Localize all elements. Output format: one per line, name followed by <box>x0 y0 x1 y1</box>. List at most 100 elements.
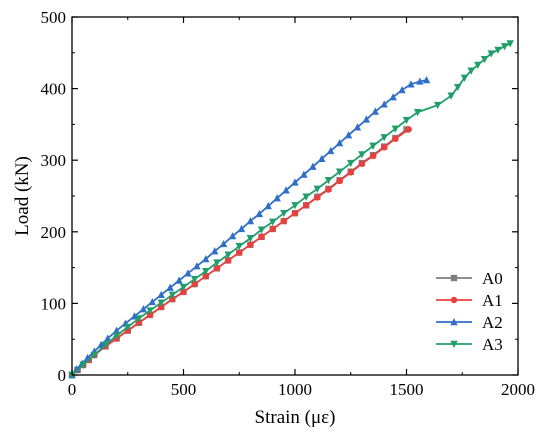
series-A3 <box>68 40 514 379</box>
data-point-A1-16 <box>224 257 232 264</box>
data-point-A2-7 <box>112 326 121 334</box>
data-point-A3-5 <box>124 323 132 332</box>
ticks-layer <box>71 16 519 376</box>
data-point-A2-32 <box>335 139 344 147</box>
data-point-A2-17 <box>202 255 210 263</box>
data-point-A3-36 <box>467 67 475 75</box>
data-point-A2-18 <box>211 247 219 255</box>
y-tick-label-2: 200 <box>41 223 67 242</box>
x-axis-title: Strain (με) <box>255 407 336 428</box>
data-point-A3-6 <box>135 315 143 323</box>
data-point-A1-23 <box>302 202 310 209</box>
legend-item-A0: A0 <box>436 269 503 288</box>
data-point-A3-34 <box>454 83 462 92</box>
data-point-A3-20 <box>291 202 299 210</box>
data-point-A1-21 <box>280 217 288 225</box>
data-point-A3-14 <box>224 251 232 259</box>
data-point-A2-34 <box>353 123 362 131</box>
data-point-A3-42 <box>506 40 514 48</box>
data-point-A2-23 <box>255 209 264 218</box>
data-point-A3-39 <box>487 50 495 58</box>
data-point-A2-1 <box>72 365 81 373</box>
legend-marker-A0 <box>450 274 458 282</box>
data-point-A2-35 <box>362 115 371 123</box>
data-point-A3-15 <box>235 242 243 251</box>
data-point-A2-40 <box>407 80 415 88</box>
y-tick-label-1: 100 <box>41 294 67 313</box>
data-point-A3-7 <box>146 307 154 315</box>
data-point-A1-28 <box>358 160 366 167</box>
data-point-A1-27 <box>347 169 354 176</box>
data-point-A1-9 <box>146 311 154 319</box>
data-point-A3-37 <box>474 61 482 69</box>
x-tick-label-0: 0 <box>68 380 77 399</box>
x-tick-label-2: 1000 <box>278 380 312 399</box>
series-layer <box>68 40 514 379</box>
data-point-A2-26 <box>282 186 290 194</box>
data-point-A3-18 <box>269 218 277 226</box>
tick-labels: 0 500 1000 1500 2000 0 100 200 300 400 500 <box>41 8 536 399</box>
legend-marker-A3 <box>450 340 458 348</box>
data-point-A3-33 <box>447 92 455 100</box>
data-point-A3-23 <box>324 177 333 185</box>
data-point-A3-17 <box>257 226 266 234</box>
data-point-A3-28 <box>380 134 388 142</box>
data-point-A3-29 <box>391 125 400 133</box>
data-point-A3-12 <box>202 267 210 276</box>
data-point-A1-30 <box>381 144 388 151</box>
data-point-A3-35 <box>460 74 469 82</box>
data-point-A3-25 <box>347 159 355 168</box>
legend-item-A2: A2 <box>436 313 503 332</box>
data-point-A3-8 <box>157 299 165 307</box>
data-point-A1-14 <box>202 272 209 280</box>
data-point-A1-19 <box>258 233 265 241</box>
data-point-A2-31 <box>326 146 335 155</box>
data-point-A2-11 <box>148 297 156 306</box>
legend-item-A1: A1 <box>436 291 503 310</box>
legend-marker-A2 <box>450 318 458 326</box>
data-point-A3-2 <box>90 351 98 359</box>
data-point-A3-40 <box>494 46 502 54</box>
data-point-A1-26 <box>336 177 343 185</box>
data-point-A3-16 <box>246 235 255 243</box>
data-point-A1-15 <box>213 265 221 272</box>
data-point-A2-27 <box>291 178 299 186</box>
data-point-A2-6 <box>103 334 112 342</box>
data-point-A3-30 <box>402 116 411 125</box>
data-point-A3-26 <box>358 151 366 159</box>
legend-label-A0: A0 <box>482 269 503 288</box>
data-point-A2-13 <box>166 283 174 291</box>
data-point-A3-4 <box>112 332 121 340</box>
y-tick-label-5: 500 <box>41 8 67 27</box>
data-point-A2-38 <box>389 93 397 101</box>
data-point-A1-12 <box>180 288 187 296</box>
data-point-A3-10 <box>179 283 188 291</box>
data-point-A2-25 <box>273 194 281 202</box>
data-point-A1-22 <box>291 209 299 217</box>
data-point-A1-13 <box>191 280 198 288</box>
data-point-A3-3 <box>101 341 110 349</box>
legend-label-A2: A2 <box>482 313 503 332</box>
data-point-A3-9 <box>168 291 177 299</box>
data-point-A2-41 <box>416 77 424 85</box>
x-tick-label-1: 500 <box>171 380 197 399</box>
legend: A0 A1 A2 A3 <box>436 269 503 354</box>
y-tick-label-3: 300 <box>41 151 67 170</box>
series-A1 <box>68 126 412 379</box>
data-point-A3-31 <box>413 109 422 117</box>
data-point-A2-12 <box>157 290 165 299</box>
data-point-A3-11 <box>190 275 199 284</box>
data-point-A3-22 <box>313 185 321 193</box>
data-point-A3-13 <box>213 259 221 267</box>
legend-label-A3: A3 <box>482 335 503 354</box>
x-tick-label-4: 2000 <box>501 380 535 399</box>
data-point-A1-25 <box>325 186 332 193</box>
data-point-A1-11 <box>169 295 176 303</box>
data-point-A2-22 <box>246 217 255 225</box>
data-point-A2-29 <box>309 162 317 170</box>
data-point-A3-38 <box>480 56 489 64</box>
data-point-A1-20 <box>269 225 276 233</box>
data-point-A3-27 <box>369 142 377 150</box>
data-point-A2-24 <box>264 202 272 210</box>
